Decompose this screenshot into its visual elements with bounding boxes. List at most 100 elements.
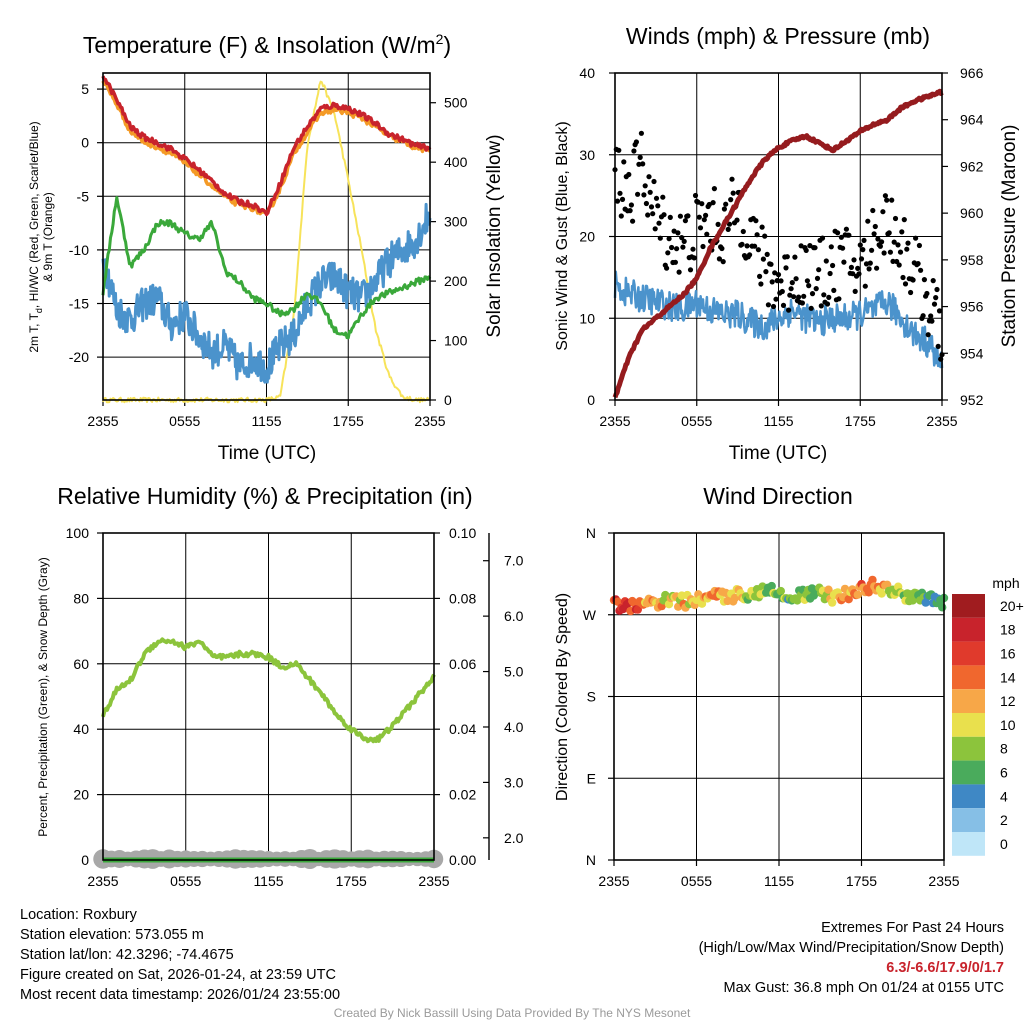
dir-point bbox=[730, 593, 740, 603]
dir-point bbox=[613, 597, 622, 606]
gust-point bbox=[674, 246, 680, 252]
gust-point bbox=[664, 265, 670, 271]
rh-snow-tick-label: 7.0 bbox=[504, 553, 524, 569]
wind-xtick-label: 0555 bbox=[681, 413, 712, 429]
gust-point bbox=[928, 313, 934, 319]
rh-ytick-label: 0 bbox=[81, 852, 89, 868]
gust-point bbox=[667, 214, 673, 220]
gust-point bbox=[792, 254, 798, 260]
gust-point bbox=[682, 218, 689, 224]
gust-point bbox=[628, 202, 635, 208]
gust-point bbox=[818, 303, 824, 309]
gust-point bbox=[866, 266, 872, 272]
wind-ytick-label: 10 bbox=[579, 310, 595, 326]
dir-ytick-label: E bbox=[587, 770, 596, 786]
legend-swatch bbox=[952, 594, 985, 618]
gust-point bbox=[661, 212, 667, 218]
gust-point bbox=[697, 225, 704, 231]
wind-ytick-right-label: 958 bbox=[960, 252, 984, 268]
latlon-text: Station lat/lon: 42.3296; -74.4675 bbox=[20, 947, 234, 963]
gust-point bbox=[655, 203, 661, 209]
gust-point bbox=[703, 212, 709, 218]
gust-point bbox=[908, 289, 914, 296]
rh-ylabel: Percent, Precipitation (Green), & Snow D… bbox=[36, 557, 50, 836]
rh-xtick-label: 1755 bbox=[336, 873, 367, 889]
temp-ytick-right-label: 200 bbox=[444, 273, 468, 289]
gust-point bbox=[896, 262, 902, 268]
temp-ytick-label: -10 bbox=[69, 242, 89, 258]
temp-border bbox=[102, 72, 431, 401]
gust-point bbox=[656, 220, 662, 226]
dir-point bbox=[697, 599, 707, 608]
gust-point bbox=[899, 229, 905, 235]
gust-point bbox=[687, 267, 694, 273]
dir-point bbox=[908, 596, 917, 605]
temp-series-td bbox=[101, 196, 432, 340]
wind-ytick-right-label: 956 bbox=[960, 299, 984, 315]
wind-ytick-right-label: 960 bbox=[960, 205, 984, 221]
rh-precip-tick-label: 0.06 bbox=[449, 656, 476, 672]
gust-point bbox=[858, 256, 865, 262]
gust-point bbox=[861, 237, 867, 243]
dir-ytick-label: S bbox=[587, 689, 596, 705]
gust-point bbox=[680, 244, 686, 250]
wind-frame: 2355 0555 1155 1755 2355 bbox=[599, 73, 958, 429]
gust-point bbox=[768, 261, 774, 267]
gust-point bbox=[773, 296, 779, 302]
dir-ylabel: Direction (Colored By Speed) bbox=[554, 593, 571, 801]
gust-point bbox=[699, 201, 705, 207]
rh-precip-tick-label: 0.02 bbox=[449, 787, 476, 803]
gust-point bbox=[752, 243, 758, 249]
wind-ytick-label: 30 bbox=[579, 147, 595, 163]
rh-title: Relative Humidity (%) & Precipitation (i… bbox=[57, 483, 472, 509]
gust-point bbox=[871, 231, 877, 237]
gust-point bbox=[930, 278, 936, 284]
gust-point bbox=[631, 148, 637, 154]
gust-point bbox=[760, 256, 767, 262]
temp-ytick-right-label: 400 bbox=[444, 154, 468, 170]
gust-point bbox=[775, 272, 782, 278]
gust-point bbox=[729, 176, 735, 182]
gust-point bbox=[814, 275, 821, 281]
gust-point bbox=[812, 245, 818, 251]
legend-label: 0 bbox=[1000, 836, 1008, 852]
legend-label: 14 bbox=[1000, 669, 1016, 685]
gust-point bbox=[637, 154, 643, 160]
gust-point bbox=[897, 249, 904, 255]
gust-point bbox=[862, 283, 868, 289]
gust-point bbox=[779, 288, 785, 295]
gust-point bbox=[916, 242, 923, 249]
temp-ytick-right-label: 100 bbox=[444, 333, 468, 349]
wind-ytick-right-label: 954 bbox=[960, 345, 984, 361]
gust-point bbox=[827, 270, 833, 277]
station-info: Location: Roxbury Station elevation: 573… bbox=[20, 905, 340, 1005]
gust-point bbox=[867, 260, 873, 266]
legend-label: 16 bbox=[1000, 646, 1016, 662]
legend-label: 18 bbox=[1000, 622, 1016, 638]
gust-point bbox=[813, 286, 819, 292]
gust-point bbox=[874, 265, 880, 271]
gust-point bbox=[647, 189, 653, 195]
legend-swatch bbox=[952, 760, 985, 785]
gust-point bbox=[816, 267, 822, 273]
legend-title: mph bbox=[992, 575, 1019, 591]
gust-point bbox=[715, 221, 721, 227]
gust-point bbox=[786, 307, 792, 313]
gust-point bbox=[865, 218, 871, 224]
gust-point bbox=[710, 200, 716, 206]
gust-point bbox=[784, 254, 790, 260]
gust-point bbox=[872, 223, 878, 230]
gust-point bbox=[723, 201, 729, 207]
dir-frame: 2355 0555 1155 1755 2355 bbox=[598, 533, 960, 889]
gust-point bbox=[793, 276, 799, 282]
legend-swatch bbox=[952, 736, 985, 761]
temp-xlabel: Time (UTC) bbox=[218, 443, 317, 464]
wind-series-sonic bbox=[613, 270, 944, 369]
rh-xtick-label: 2355 bbox=[418, 873, 449, 889]
gust-point bbox=[696, 214, 702, 220]
recent-data-text: Most recent data timestamp: 2026/01/24 2… bbox=[20, 987, 341, 1003]
legend-swatch bbox=[952, 689, 985, 713]
dir-point bbox=[853, 590, 862, 599]
dir-point bbox=[828, 598, 837, 607]
gust-point bbox=[685, 213, 691, 219]
